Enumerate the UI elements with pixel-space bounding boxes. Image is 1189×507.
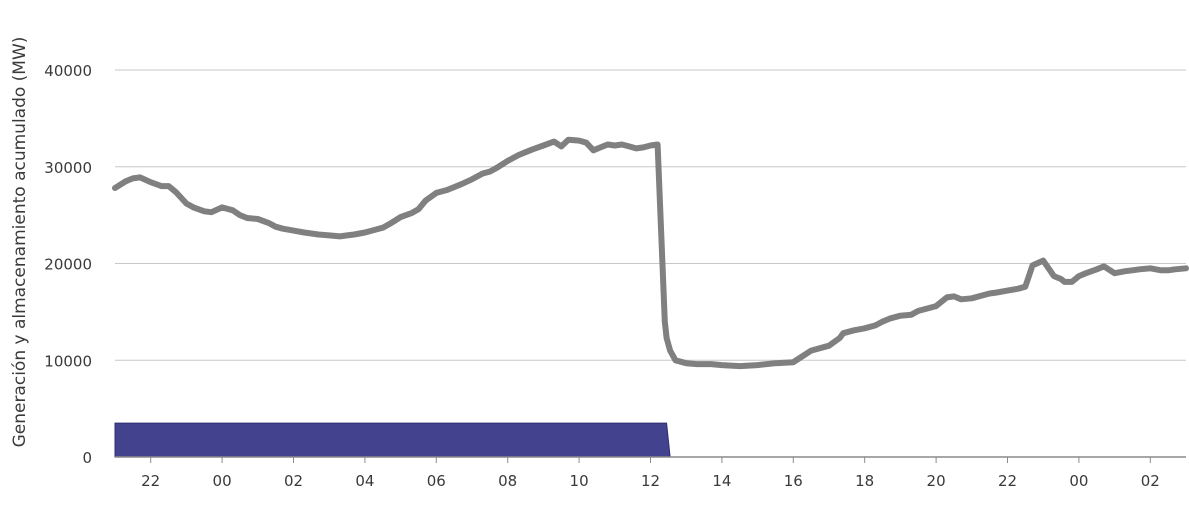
y-tick-label: 30000 xyxy=(44,159,92,177)
x-tick-label: 10 xyxy=(570,472,589,490)
y-tick-label: 40000 xyxy=(44,62,92,80)
y-tick-label: 0 xyxy=(82,449,92,467)
y-tick-label: 20000 xyxy=(44,256,92,274)
x-tick-label: 14 xyxy=(712,472,731,490)
x-tick-label: 22 xyxy=(998,472,1017,490)
x-tick-label: 20 xyxy=(927,472,946,490)
x-tick-label: 08 xyxy=(498,472,517,490)
x-tick-label: 16 xyxy=(784,472,803,490)
x-tick-label: 22 xyxy=(141,472,160,490)
x-tick-label: 12 xyxy=(641,472,660,490)
x-tick-label: 18 xyxy=(855,472,874,490)
y-axis-title: Generación y almacenamiento acumulado (M… xyxy=(10,36,30,448)
x-tick-label: 00 xyxy=(213,472,232,490)
x-tick-label: 06 xyxy=(427,472,446,490)
x-tick-label: 02 xyxy=(1141,472,1160,490)
x-tick-label: 04 xyxy=(355,472,374,490)
y-tick-label: 10000 xyxy=(44,352,92,370)
x-tick-label: 02 xyxy=(284,472,303,490)
area-series-0 xyxy=(114,422,671,458)
line-series-0 xyxy=(112,136,1189,370)
x-tick-label: 00 xyxy=(1069,472,1088,490)
